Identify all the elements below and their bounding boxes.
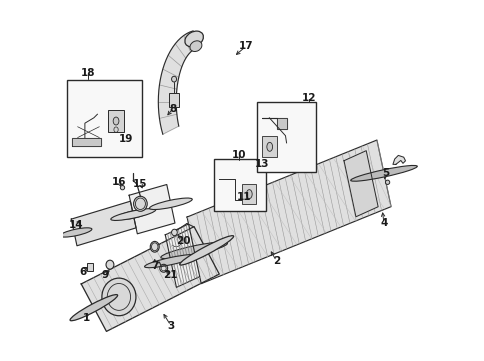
Polygon shape	[165, 224, 199, 287]
Ellipse shape	[106, 260, 114, 269]
Polygon shape	[392, 156, 405, 164]
Ellipse shape	[171, 76, 176, 82]
Ellipse shape	[60, 228, 91, 237]
Text: 9: 9	[101, 270, 108, 280]
Ellipse shape	[385, 180, 389, 184]
Polygon shape	[158, 31, 196, 134]
Polygon shape	[129, 184, 175, 234]
Polygon shape	[343, 151, 378, 217]
Bar	[242, 184, 256, 204]
Bar	[108, 110, 124, 132]
Ellipse shape	[110, 209, 155, 221]
Text: 17: 17	[238, 41, 253, 51]
Ellipse shape	[120, 186, 124, 190]
Bar	[257, 102, 315, 171]
Bar	[169, 93, 179, 107]
Text: 8: 8	[168, 104, 176, 114]
Text: 21: 21	[163, 270, 178, 280]
Ellipse shape	[161, 242, 227, 259]
Ellipse shape	[149, 198, 192, 209]
Text: 1: 1	[83, 313, 90, 323]
Ellipse shape	[246, 190, 252, 199]
Polygon shape	[187, 140, 390, 284]
Text: 18: 18	[81, 68, 95, 78]
Bar	[87, 263, 93, 271]
Text: 13: 13	[255, 159, 269, 169]
Text: 11: 11	[237, 192, 251, 202]
Text: 16: 16	[111, 177, 126, 187]
Text: 6: 6	[79, 267, 87, 277]
Ellipse shape	[190, 41, 201, 52]
Ellipse shape	[171, 229, 177, 236]
Bar	[67, 80, 142, 157]
Ellipse shape	[350, 165, 416, 181]
Ellipse shape	[180, 236, 233, 265]
Text: 12: 12	[301, 93, 316, 103]
Bar	[262, 136, 277, 157]
Ellipse shape	[102, 278, 136, 316]
Ellipse shape	[150, 242, 159, 252]
Ellipse shape	[184, 31, 203, 47]
Text: 10: 10	[231, 150, 246, 160]
Polygon shape	[71, 201, 136, 246]
Ellipse shape	[70, 295, 118, 321]
Polygon shape	[81, 227, 219, 331]
Polygon shape	[72, 138, 101, 147]
Bar	[213, 159, 265, 211]
Text: 20: 20	[176, 236, 190, 247]
Text: 7: 7	[151, 261, 158, 271]
Text: 3: 3	[167, 321, 174, 331]
Ellipse shape	[266, 142, 272, 151]
Text: 15: 15	[133, 179, 147, 189]
Text: 4: 4	[379, 218, 387, 229]
Text: 2: 2	[272, 256, 280, 266]
Text: 5: 5	[381, 168, 389, 178]
Ellipse shape	[133, 196, 147, 211]
Ellipse shape	[117, 210, 150, 219]
Text: 19: 19	[119, 134, 133, 144]
Text: 14: 14	[68, 220, 83, 230]
Polygon shape	[262, 118, 287, 129]
Ellipse shape	[113, 117, 119, 125]
Ellipse shape	[144, 255, 197, 268]
